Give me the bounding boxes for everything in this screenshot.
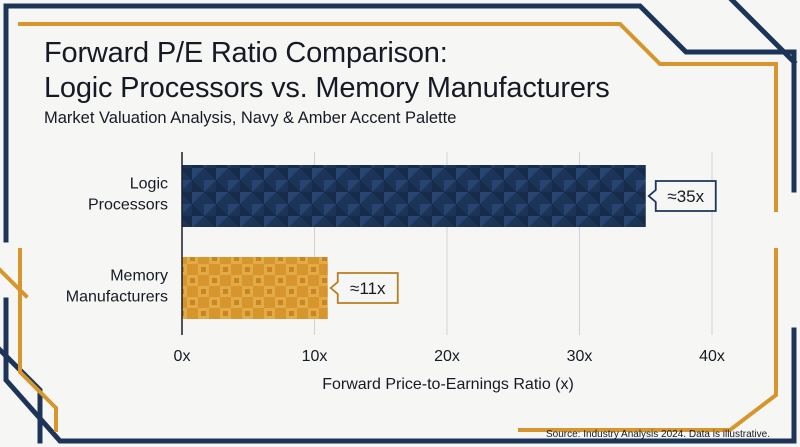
frame-amber-right	[518, 248, 778, 432]
frame-amber-corner-bl	[0, 267, 29, 299]
x-tick-label: 0x	[174, 348, 191, 365]
data-label: ≈35x	[667, 187, 704, 206]
x-tick-label: 40x	[699, 348, 725, 365]
chart-title: Forward P/E Ratio Comparison: Logic Proc…	[44, 36, 610, 106]
x-axis-title: Forward Price-to-Earnings Ratio (x)	[322, 376, 574, 393]
frame-amber-top	[18, 22, 778, 212]
category-label: Memory	[110, 268, 168, 285]
category-label: Manufacturers	[66, 289, 168, 306]
chart-title-line-2: Logic Processors vs. Memory Manufacturer…	[44, 72, 610, 104]
chart-title-line-1: Forward P/E Ratio Comparison:	[44, 37, 448, 69]
data-label-box	[647, 180, 717, 212]
frame-navy-top-right	[728, 0, 798, 66]
x-tick-label: 20x	[434, 348, 460, 365]
x-tick-label: 10x	[302, 348, 328, 365]
source-note: Source: Industry Analysis 2024. Data is …	[546, 429, 770, 440]
x-tick-label: 30x	[567, 348, 593, 365]
frame-amber-left	[18, 248, 58, 432]
data-label-box	[329, 272, 399, 304]
frame-navy-top-left	[3, 3, 797, 243]
data-label: ≈11x	[350, 279, 386, 298]
category-label: Logic	[130, 176, 168, 193]
category-label: Processors	[88, 197, 168, 214]
bar-logic-processors	[182, 165, 646, 227]
chart-subtitle: Market Valuation Analysis, Navy & Amber …	[44, 109, 457, 127]
bar-memory-manufacturers	[182, 257, 328, 319]
